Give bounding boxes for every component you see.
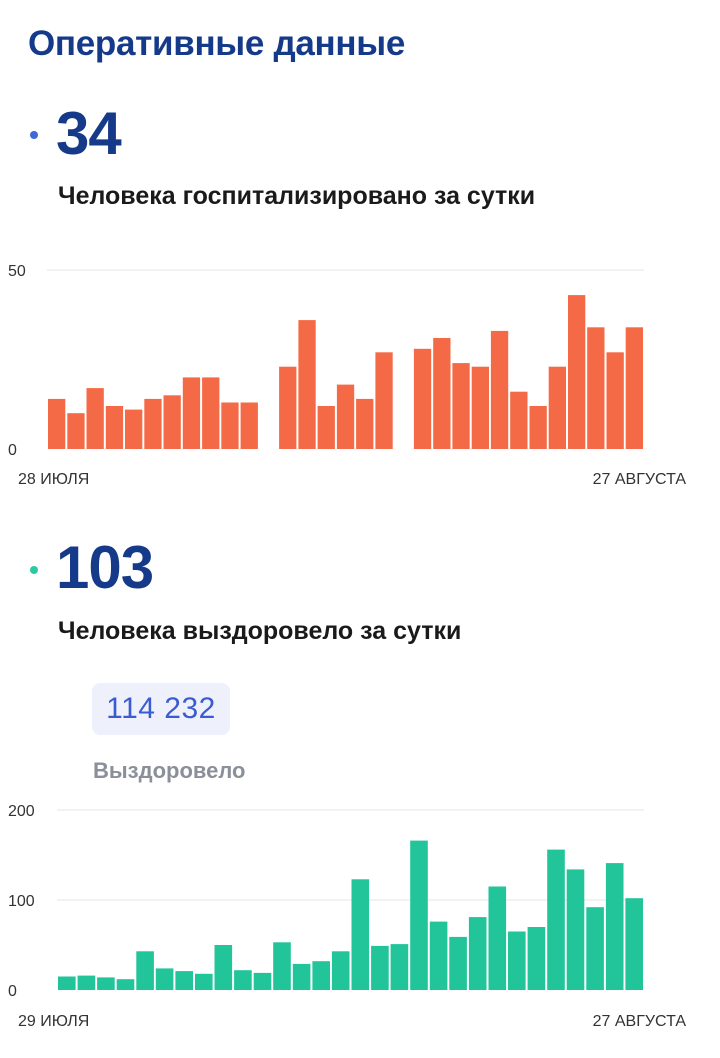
hosp-bar [606, 352, 624, 449]
recovered-chart-svg: 0 100 200 29 ИЮЛЯ 27 АВГУСТА [8, 803, 687, 1030]
hospitalized-dot [30, 131, 38, 139]
hosp-bar [182, 377, 201, 449]
hospitalized-chart: 0 50 28 ИЮЛЯ 27 АВГУСТА [0, 255, 720, 495]
recov-bar [175, 971, 193, 990]
hosp-bar [452, 363, 470, 449]
hosp-bar [240, 402, 258, 449]
hosp-bar [144, 398, 162, 449]
recov-bar [508, 931, 526, 990]
hosp-bar [86, 388, 104, 449]
recov-bar [605, 863, 624, 990]
hosp-bar [105, 406, 124, 449]
hosp-bar [317, 406, 335, 449]
recov-bar [390, 944, 409, 990]
recov-bar [97, 977, 115, 990]
recov-bar [77, 975, 96, 990]
hosp-bar [625, 327, 643, 449]
hosp-bar [163, 395, 181, 449]
hospitalized-label: Человека госпитализировано за сутки [58, 182, 536, 210]
hosp-x-start-label: 28 ИЮЛЯ [18, 471, 89, 488]
recov-bar [547, 849, 565, 990]
recov-bar [351, 879, 370, 990]
hosp-x-end-label: 27 АВГУСТА [593, 471, 687, 488]
hosp-bar [336, 384, 355, 449]
recovered-value: 103 [56, 534, 154, 601]
hosp-bar [298, 320, 316, 449]
hosp-bar [48, 398, 66, 449]
recovered-total-label: Выздоровело [93, 758, 246, 783]
recov-bar [449, 936, 467, 990]
recov-bar [488, 886, 507, 990]
hosp-bar [587, 327, 605, 449]
hosp-bar [490, 330, 509, 449]
recov-bar [253, 972, 272, 990]
recovered-dot [30, 566, 38, 574]
recov-bar [58, 976, 76, 990]
recovered-total-badge: 114 232 [92, 683, 230, 735]
hosp-y-tick: 0 [8, 442, 17, 459]
recov-bar [155, 968, 174, 990]
hosp-bar [221, 402, 239, 449]
recov-bar [468, 917, 487, 990]
hosp-bar [471, 366, 489, 449]
hosp-bar [125, 409, 143, 449]
hosp-bar [568, 295, 586, 449]
hosp-bar [67, 413, 85, 449]
recovered-total-value: 114 232 [106, 692, 216, 725]
page-title: Оперативные данные [28, 24, 405, 63]
recov-y-tick: 100 [8, 893, 35, 910]
hosp-bar [356, 398, 374, 449]
hosp-y-tick: 50 [8, 263, 26, 280]
recov-bar [234, 970, 252, 990]
recov-y-tick: 200 [8, 803, 35, 820]
recov-bar [136, 951, 154, 990]
hospitalized-chart-svg: 0 50 28 ИЮЛЯ 27 АВГУСТА [8, 263, 687, 488]
hospitalized-value: 34 [56, 100, 122, 167]
recov-bar [214, 945, 233, 990]
recov-bar [331, 951, 350, 990]
recov-bar [429, 921, 448, 990]
hosp-bar [529, 406, 547, 449]
recov-bar [625, 898, 643, 990]
hosp-bar [413, 348, 432, 449]
recov-bar [195, 973, 213, 990]
recov-bar [527, 927, 546, 990]
hosp-bar [202, 377, 220, 449]
recov-x-end-label: 27 АВГУСТА [593, 1013, 687, 1030]
recov-bar [566, 869, 585, 990]
recovered-chart: 0 100 200 29 ИЮЛЯ 27 АВГУСТА [0, 795, 720, 1040]
recov-bar [116, 979, 135, 990]
recov-bar [312, 961, 330, 990]
hosp-bar [279, 366, 297, 449]
recov-bar [586, 907, 604, 990]
hosp-bar [510, 391, 528, 449]
recov-x-start-label: 29 ИЮЛЯ [18, 1013, 89, 1030]
recov-bar [371, 945, 389, 990]
hosp-bar [433, 338, 451, 449]
recov-bar [273, 942, 291, 990]
hosp-bar [375, 352, 393, 449]
recov-bar [292, 963, 311, 990]
recov-bar [410, 840, 428, 990]
hosp-bar [548, 366, 566, 449]
recovered-label: Человека выздоровело за сутки [58, 617, 462, 645]
recov-y-tick: 0 [8, 983, 17, 1000]
